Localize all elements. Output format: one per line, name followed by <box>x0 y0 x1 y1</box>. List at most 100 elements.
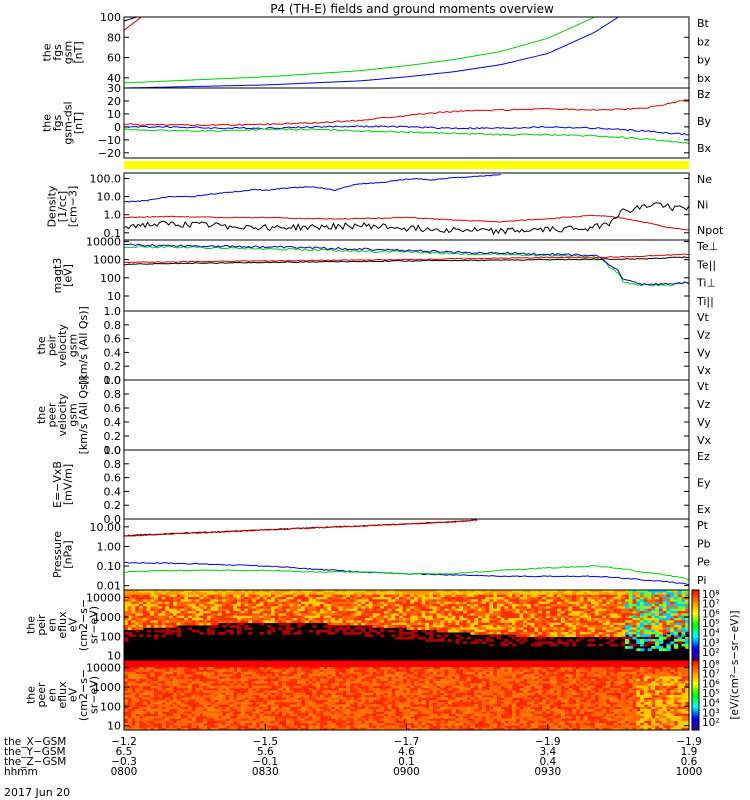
y-axis-label: [km/s (All Qs)] <box>77 376 90 455</box>
y-axis-label: (cm2−s− <box>77 669 90 721</box>
legend-entry: Bx <box>697 142 712 155</box>
date-label: 2017 Jun 20 <box>4 786 70 799</box>
x-tick-value: 0.1 <box>398 756 415 768</box>
series-red-line <box>124 99 689 127</box>
colorbar-label: 10² <box>702 717 720 729</box>
y-axis-label: [cm−3] <box>67 186 80 228</box>
series-red-line <box>124 253 689 264</box>
legend-entry: Ni <box>697 199 708 212</box>
y-axis-label: gsm <box>61 41 74 64</box>
colorbar-label: 10⁷ <box>702 599 720 611</box>
colorbar-label: 10² <box>702 647 720 659</box>
y-axis-label: sr−eV) <box>88 676 101 714</box>
panel-pressure: 10.00 1.00 0.10 0.01 Pressure[nPa] Pt Pb Pe Pi <box>51 518 711 593</box>
x-tick-value: 1.9 <box>681 746 698 758</box>
y-tick-label: 10.0 <box>97 191 122 204</box>
y-axis-label: the <box>35 336 48 354</box>
series-red-line <box>124 519 478 537</box>
y-tick-label: 0.8 <box>104 388 122 401</box>
y-tick-label: 1.0 <box>104 305 122 318</box>
y-tick-label: 100 <box>100 700 121 713</box>
y-tick-label: 0.2 <box>104 360 122 373</box>
legend-entry: Ey <box>697 477 711 490</box>
legend-entry: Vz <box>697 398 711 411</box>
y-axis-label: Density <box>46 185 59 227</box>
y-tick-label: 0.0 <box>104 513 122 526</box>
y-axis-label: E=−VxB <box>51 461 64 508</box>
colorbar-label: 10⁷ <box>702 669 720 681</box>
y-tick-label: 0.8 <box>104 319 122 332</box>
colorbar-label: 10³ <box>702 707 720 719</box>
panel-frame <box>123 310 690 381</box>
series-blue-line <box>124 17 619 88</box>
y-tick-label: 10000 <box>86 235 121 248</box>
lines-fgs_gsm <box>124 17 619 88</box>
y-axis-label: the <box>40 43 53 61</box>
panel-frame <box>123 172 690 241</box>
legend-entry: bx <box>697 72 711 85</box>
x-tick-value: −1.5 <box>253 736 279 748</box>
legend-entry: Te|| <box>696 258 716 271</box>
plot-title: P4 (TH-E) fields and ground moments over… <box>270 2 554 16</box>
legend-entry: by <box>697 54 711 67</box>
y-axis-label: the <box>25 686 38 704</box>
y-tick-label: 0.2 <box>104 499 122 512</box>
legend-entry: Pb <box>697 537 711 550</box>
colorbar-peer_eflux <box>691 659 700 731</box>
x-tick-value: 0900 <box>393 766 420 778</box>
spectrogram-peir_eflux <box>124 590 689 660</box>
y-axis-label: peer <box>46 402 59 428</box>
x-tick-value: 0830 <box>252 766 279 778</box>
panel-peir_velocity: 1.00.80.60.40.20.0thepeirvelocitygsm[km/… <box>35 305 712 387</box>
y-tick-label: 10000 <box>86 592 121 605</box>
x-tick-value: 1000 <box>676 766 703 778</box>
y-tick-label: 10 <box>107 650 121 663</box>
legend-entry: Vy <box>697 416 711 429</box>
legend-entry: Ez <box>697 450 710 463</box>
panel-frame <box>123 379 690 451</box>
x-tick-value: 3.4 <box>539 746 556 758</box>
y-axis-label: eflux <box>56 611 69 639</box>
x-tick-value: 4.6 <box>398 746 415 758</box>
x-tick-value: 0.6 <box>681 756 698 768</box>
y-axis-label: [mV/m] <box>61 464 74 505</box>
series-black-line <box>124 256 689 266</box>
y-axis-label: fgs <box>51 114 64 131</box>
x-tick-value: −1.7 <box>394 736 420 748</box>
series-green-line <box>124 128 689 145</box>
y-tick-label: 0 <box>114 121 121 134</box>
y-tick-label: 0.1 <box>104 227 122 240</box>
legend-entry: Npot <box>697 224 724 237</box>
legend-entry: Vt <box>697 311 710 324</box>
colorbar-label: 10⁴ <box>702 628 720 640</box>
y-axis-label: eV <box>67 687 80 702</box>
y-tick-label: 1.00 <box>97 540 122 553</box>
legend-entry: Ne <box>697 173 712 186</box>
y-tick-label: −20 <box>98 147 121 160</box>
colorbar-label: 10⁶ <box>702 608 720 620</box>
x-row-label: hhmm <box>4 766 38 778</box>
x-tick-value: −1.2 <box>111 736 137 748</box>
y-axis-label: sr−eV) <box>88 606 101 644</box>
legend-entry: By <box>697 115 712 128</box>
y-axis-label: peir <box>35 614 48 636</box>
y-tick-label: 10.00 <box>90 521 122 534</box>
y-tick-label: 0.4 <box>104 346 122 359</box>
panel-peer_velocity: 1.00.80.60.40.20.0thepeervelocitygsm[km/… <box>35 374 712 457</box>
legend-entry: Ti|| <box>696 295 714 308</box>
spectrogram-peer_eflux <box>124 660 689 730</box>
y-axis-label: the <box>35 406 48 424</box>
y-axis-label: velocity <box>56 324 69 367</box>
y-tick-label: 20 <box>107 95 121 108</box>
y-tick-label: 100 <box>100 11 121 24</box>
x-row-label: the_Y−GSM <box>4 746 66 758</box>
y-axis-label: (cm2−s− <box>77 599 90 651</box>
x-tick-value: 0800 <box>111 766 138 778</box>
colorbar-label: 10⁵ <box>702 618 720 630</box>
x-tick-value: −0.1 <box>253 756 279 768</box>
legend-entry: Vz <box>697 329 711 342</box>
